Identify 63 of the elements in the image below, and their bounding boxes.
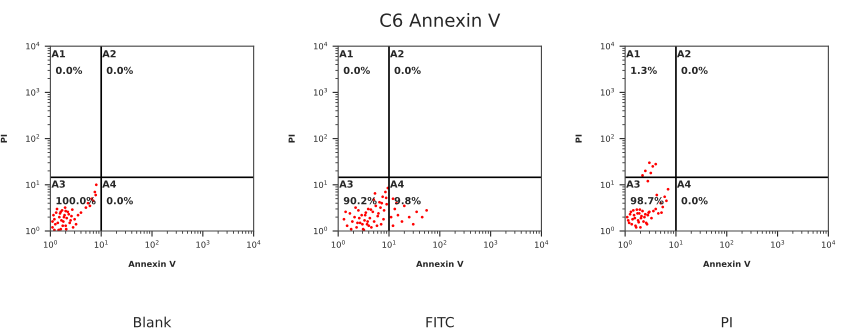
x-axis-title: Annexin V (416, 260, 464, 268)
annotation: 9.8% (394, 196, 421, 204)
annotation: A4 (102, 180, 116, 188)
annotation: A3 (626, 180, 640, 188)
annotation: 98.7% (630, 196, 664, 204)
x-tick-label: 10$^{0}$ (332, 240, 345, 248)
y-tick-label: 10$^{0}$ (314, 226, 328, 234)
annotation: 0.0% (106, 66, 133, 74)
y-tick-label: 10$^{3}$ (600, 88, 614, 96)
y-tick-label: 10$^{1}$ (26, 180, 40, 188)
annotation: A1 (339, 50, 353, 58)
annotation: A3 (339, 180, 353, 188)
x-tick-label: 10$^{4}$ (822, 240, 836, 248)
x-tick-label: 10$^{4}$ (535, 240, 548, 248)
x-tick-label: 10$^{1}$ (670, 240, 682, 248)
x-tick-label: 10$^{2}$ (146, 240, 158, 248)
text: FITC (426, 316, 454, 328)
annotation: A4 (390, 180, 404, 188)
annotation: A2 (677, 50, 690, 58)
x-tick-label: 10$^{3}$ (196, 240, 210, 248)
y-tick-label: 10$^{3}$ (26, 88, 40, 96)
annotation: 1.3% (631, 66, 657, 74)
y-tick-label: 10$^{1}$ (600, 180, 614, 188)
y-axis-title: PI (576, 134, 582, 142)
annotation: 0.0% (56, 66, 82, 74)
annotation: A4 (677, 180, 691, 188)
x-tick-label: 10$^{4}$ (247, 240, 260, 248)
y-tick-label: 10$^{2}$ (26, 134, 40, 142)
annotation: 0.0% (681, 66, 708, 74)
annotation: 0.0% (344, 66, 370, 74)
x-tick-label: 10$^{0}$ (44, 240, 58, 248)
x-tick-label: 10$^{1}$ (382, 240, 396, 248)
text: PI (722, 317, 732, 328)
y-tick-label: 10$^{0}$ (26, 226, 40, 234)
y-axis-title: PI (0, 134, 7, 142)
y-tick-label: 10$^{4}$ (26, 42, 40, 50)
annotation: 0.0% (681, 196, 708, 204)
y-tick-label: 10$^{2}$ (314, 134, 327, 142)
annotation: A1 (626, 50, 640, 58)
x-tick-label: 10$^{1}$ (94, 240, 108, 248)
y-tick-label: 10$^{2}$ (600, 134, 614, 142)
annotation: A2 (102, 50, 116, 58)
x-axis-title: Annexin V (703, 260, 750, 268)
x-tick-label: 10$^{2}$ (720, 240, 734, 248)
annotation: 0.0% (394, 66, 421, 74)
x-axis-title: Annexin V (128, 260, 176, 268)
y-tick-label: 10$^{3}$ (314, 88, 328, 96)
annotation: A1 (51, 50, 66, 58)
x-tick-label: 10$^{2}$ (433, 240, 446, 248)
annotation: A2 (390, 50, 404, 58)
x-tick-label: 10$^{0}$ (618, 240, 632, 248)
text: Blank (134, 316, 172, 328)
y-tick-label: 10$^{0}$ (600, 226, 614, 234)
y-tick-label: 10$^{1}$ (314, 180, 327, 188)
annotation: A3 (51, 180, 65, 188)
x-tick-label: 10$^{3}$ (484, 240, 498, 248)
x-tick-label: 10$^{3}$ (771, 240, 784, 248)
y-tick-label: 10$^{4}$ (314, 42, 328, 50)
chart-title: C6 Annexin V (380, 13, 500, 28)
annotation: 0.0% (106, 196, 133, 204)
y-axis-title: PI (288, 134, 295, 142)
annotation: 90.2% (344, 196, 377, 204)
y-tick-label: 10$^{4}$ (600, 42, 614, 50)
